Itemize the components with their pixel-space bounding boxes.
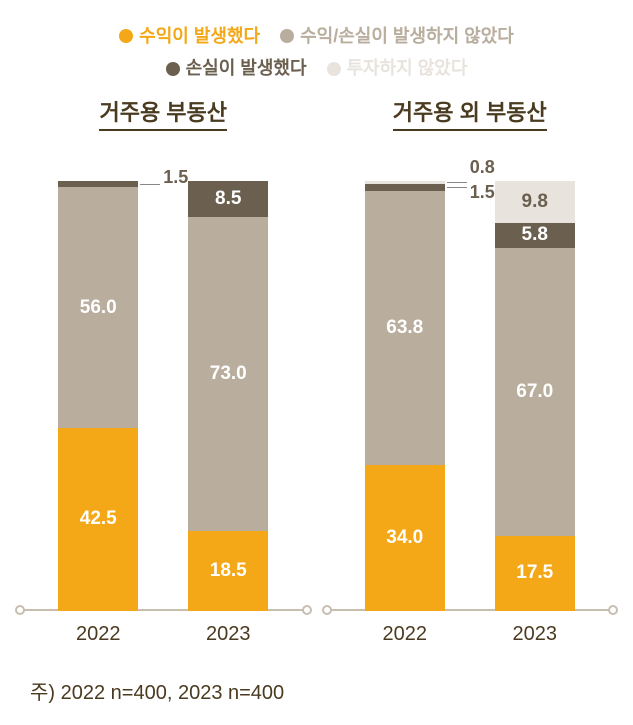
segment-non-2022-neutral: 63.8: [365, 191, 445, 465]
bar-col-res-2023: 18.5 73.0 8.5: [183, 181, 273, 611]
segment-res-2022-neutral: 56.0: [58, 187, 138, 428]
legend-label-profit: 수익이 발생했다: [139, 20, 260, 52]
legend-row-2: 손실이 발생했다 투자하지 않았다: [20, 52, 613, 84]
segment-non-2023-noinvest: 9.8: [495, 181, 575, 223]
year-row-res: 2022 2023: [20, 623, 307, 646]
axis-tick-right: [302, 605, 312, 615]
legend-dot-neutral: [280, 29, 294, 43]
bars-row-residential: 42.5 56.0 1.5 18.5: [20, 151, 307, 611]
chart-title-nonresidential: 거주용 외 부동산: [393, 95, 547, 131]
segment-label: 5.8: [522, 224, 548, 246]
charts-container: 거주용 부동산 42.5 56.0 1.5: [20, 95, 613, 646]
legend-label-neutral: 수익/손실이 발생하지 않았다: [300, 20, 514, 52]
segment-label-out: 1.5: [470, 182, 495, 203]
segment-res-2022-profit: 42.5: [58, 428, 138, 611]
chart-legend: 수익이 발생했다 수익/손실이 발생하지 않았다 손실이 발생했다 투자하지 않…: [20, 20, 613, 85]
legend-label-loss: 손실이 발생했다: [186, 52, 307, 84]
year-row-non: 2022 2023: [327, 623, 614, 646]
chart-footnote: 주) 2022 n=400, 2023 n=400: [20, 676, 613, 705]
legend-label-noinvest: 투자하지 않았다: [347, 52, 468, 84]
bar-col-non-2023: 17.5 67.0 5.8 9.8: [490, 181, 580, 611]
segment-label: 73.0: [210, 363, 247, 385]
segment-label: 8.5: [215, 188, 241, 210]
legend-dot-noinvest: [327, 62, 341, 76]
year-label: 2022: [53, 623, 143, 646]
legend-dot-profit: [119, 29, 133, 43]
segment-label: 17.5: [516, 562, 553, 584]
legend-item-neutral: 수익/손실이 발생하지 않았다: [280, 20, 514, 52]
chart-group-nonresidential: 거주용 외 부동산 34.0 63.8 1.5: [327, 95, 614, 646]
segment-label-out: 1.5: [163, 167, 188, 188]
segment-label: 42.5: [80, 508, 117, 530]
legend-item-noinvest: 투자하지 않았다: [327, 52, 468, 84]
bar-res-2022: 42.5 56.0 1.5: [58, 181, 138, 611]
segment-label-out: 0.8: [470, 157, 495, 178]
segment-label: 67.0: [516, 381, 553, 403]
segment-res-2023-profit: 18.5: [188, 531, 268, 611]
bars-row-nonresidential: 34.0 63.8 1.5 0.8: [327, 151, 614, 611]
axis-tick-left: [322, 605, 332, 615]
bar-col-res-2022: 42.5 56.0 1.5: [53, 181, 143, 611]
segment-res-2023-neutral: 73.0: [188, 217, 268, 531]
segment-non-2022-loss: 1.5: [365, 184, 445, 190]
segment-non-2023-profit: 17.5: [495, 536, 575, 611]
legend-row-1: 수익이 발생했다 수익/손실이 발생하지 않았다: [20, 20, 613, 52]
segment-leader: [447, 182, 467, 183]
segment-res-2022-loss: 1.5: [58, 181, 138, 187]
segment-label: 34.0: [386, 527, 423, 549]
segment-non-2022-profit: 34.0: [365, 465, 445, 611]
chart-group-residential: 거주용 부동산 42.5 56.0 1.5: [20, 95, 307, 646]
legend-dot-loss: [166, 62, 180, 76]
segment-non-2023-neutral: 67.0: [495, 248, 575, 536]
year-label: 2022: [360, 623, 450, 646]
axis-tick-right: [608, 605, 618, 615]
bar-non-2023: 17.5 67.0 5.8 9.8: [495, 181, 575, 611]
segment-label: 18.5: [210, 560, 247, 582]
chart-title-residential: 거주용 부동산: [99, 95, 227, 131]
axis-tick-left: [15, 605, 25, 615]
legend-item-loss: 손실이 발생했다: [166, 52, 307, 84]
segment-leader: [447, 187, 467, 188]
bar-res-2023: 18.5 73.0 8.5: [188, 181, 268, 611]
legend-item-profit: 수익이 발생했다: [119, 20, 260, 52]
bar-non-2022: 34.0 63.8 1.5 0.8: [365, 181, 445, 611]
year-label: 2023: [183, 623, 273, 646]
segment-label: 56.0: [80, 297, 117, 319]
bar-col-non-2022: 34.0 63.8 1.5 0.8: [360, 181, 450, 611]
segment-non-2023-loss: 5.8: [495, 223, 575, 248]
segment-non-2022-noinvest: 0.8: [365, 181, 445, 184]
segment-res-2023-loss: 8.5: [188, 181, 268, 218]
segment-label: 9.8: [522, 191, 548, 213]
segment-label: 63.8: [386, 317, 423, 339]
year-label: 2023: [490, 623, 580, 646]
segment-leader: [140, 184, 160, 185]
